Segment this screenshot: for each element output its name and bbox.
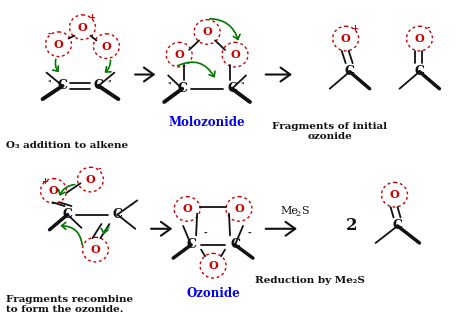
Text: Reduction by Me₂S: Reduction by Me₂S [255, 276, 365, 285]
Text: O: O [78, 22, 87, 33]
Text: C: C [93, 79, 103, 92]
Text: C: C [345, 65, 355, 78]
Text: '': '' [167, 82, 172, 91]
Text: C: C [57, 79, 67, 92]
Text: +: + [41, 177, 48, 185]
Text: C: C [112, 208, 122, 221]
Text: 2: 2 [346, 217, 357, 234]
Text: S: S [301, 205, 309, 216]
Text: -: - [98, 165, 101, 174]
Text: O: O [390, 189, 400, 200]
Text: '': '' [107, 80, 111, 88]
Text: 2: 2 [296, 210, 301, 218]
Text: O: O [54, 39, 64, 50]
Text: O: O [174, 49, 184, 60]
Text: Me: Me [281, 205, 299, 216]
Text: Molozonide: Molozonide [169, 116, 246, 129]
Text: O: O [101, 41, 111, 52]
Text: O: O [341, 33, 351, 44]
Text: -: - [427, 24, 430, 33]
Text: O: O [415, 33, 424, 44]
Text: O: O [202, 27, 212, 37]
Text: O: O [234, 204, 244, 214]
Text: O: O [49, 185, 58, 197]
Text: O: O [182, 204, 192, 214]
Text: Fragments recombine
to form the ozonide.: Fragments recombine to form the ozonide. [6, 295, 133, 314]
Text: C: C [63, 208, 73, 221]
Text: C: C [414, 65, 424, 78]
Text: C: C [177, 82, 187, 95]
Text: O: O [230, 49, 240, 60]
Text: C: C [227, 82, 237, 95]
Text: '': '' [47, 80, 52, 88]
Text: O: O [208, 260, 218, 271]
Text: O: O [91, 244, 100, 255]
Text: -: - [129, 201, 133, 210]
Text: O₃ addition to alkene: O₃ addition to alkene [6, 141, 128, 150]
Text: C: C [230, 238, 240, 251]
Text: '': '' [241, 82, 245, 91]
Text: -: - [48, 30, 51, 39]
Text: +: + [88, 13, 95, 22]
Text: -: - [203, 229, 207, 238]
Text: Ozonide: Ozonide [186, 288, 240, 301]
Text: -: - [247, 229, 251, 238]
Text: +: + [351, 24, 358, 33]
Text: C: C [392, 219, 402, 233]
Text: Fragments of initial
ozonide: Fragments of initial ozonide [272, 122, 387, 141]
Text: O: O [85, 174, 95, 185]
Text: C: C [186, 238, 196, 251]
